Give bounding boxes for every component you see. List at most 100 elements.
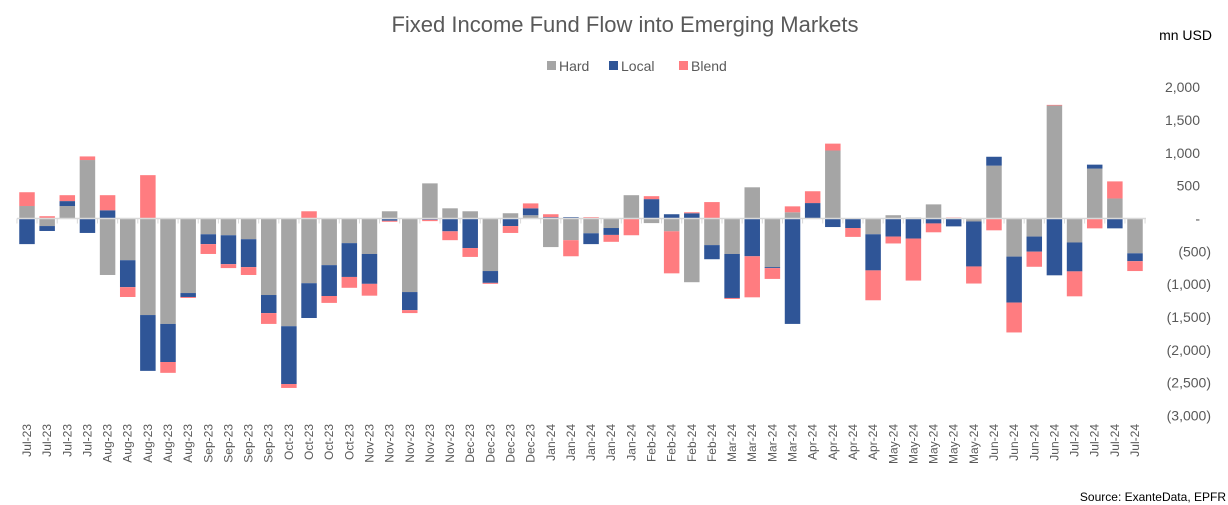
bar-local (260, 295, 277, 314)
y-tick-label: (3,000) (1167, 408, 1211, 424)
bar-local (986, 156, 1002, 166)
bar-blend (563, 240, 579, 257)
x-tick-label: Jun-24 (1007, 424, 1021, 461)
bar-local (160, 323, 176, 363)
bar-blend (1066, 271, 1083, 297)
bar-blend (200, 244, 217, 254)
bar-hard (1127, 218, 1143, 254)
bar-blend (865, 270, 881, 301)
bar-hard (19, 206, 35, 219)
bar-hard (1086, 168, 1103, 219)
bar-local (200, 234, 217, 245)
bar-blend (1107, 181, 1123, 199)
bar-local (462, 218, 478, 249)
bar-blend (19, 192, 35, 207)
x-tick-label: Nov-23 (443, 424, 457, 463)
bar-blend (341, 276, 358, 288)
x-tick-label: Apr-24 (846, 424, 860, 460)
x-tick-label: Nov-23 (362, 424, 376, 463)
bar-hard (422, 183, 438, 219)
bar-local (966, 221, 982, 267)
x-tick-label: Nov-23 (423, 424, 437, 463)
x-tick-label: Sep-23 (242, 424, 256, 463)
bar-blend (422, 219, 438, 222)
bar-blend (462, 248, 478, 257)
bar-local (804, 203, 821, 219)
x-tick-label: Feb-24 (705, 424, 719, 462)
bar-blend (845, 228, 861, 237)
bar-hard (623, 195, 640, 219)
bar-local (522, 208, 539, 216)
bar-local (643, 199, 660, 219)
x-tick-label: May-24 (927, 424, 941, 464)
y-tick-label: - (1195, 211, 1200, 227)
x-tick-label: Oct-23 (342, 424, 356, 460)
bar-blend (502, 226, 519, 233)
bar-local (1127, 253, 1143, 262)
bars (19, 104, 1143, 388)
bar-hard (1066, 218, 1083, 243)
chart-title: Fixed Income Fund Flow into Emerging Mar… (391, 12, 858, 37)
bar-local (865, 234, 881, 271)
bar-blend (301, 211, 317, 219)
x-tick-label: Jul-24 (1128, 424, 1142, 457)
bar-blend (381, 220, 398, 222)
x-tick-label: Jul-23 (60, 424, 74, 457)
x-tick-label: Jan-24 (564, 424, 578, 461)
bar-blend (925, 223, 942, 233)
bar-hard (1046, 105, 1063, 219)
x-tick-label: Aug-23 (141, 424, 155, 463)
bar-hard (180, 218, 196, 294)
bar-local (1006, 256, 1022, 303)
bar-local (59, 201, 76, 207)
x-tick-label: Aug-23 (101, 424, 115, 463)
bar-local (784, 218, 801, 324)
bar-local (301, 283, 317, 319)
x-tick-label: Jul-23 (40, 424, 54, 457)
bar-hard (885, 215, 902, 219)
bar-blend (361, 283, 378, 296)
bar-local (381, 218, 398, 221)
bar-blend (905, 238, 922, 281)
bar-hard (260, 218, 277, 296)
bar-blend (643, 196, 660, 200)
legend-swatch-local (609, 61, 618, 70)
x-tick-label: Jul-23 (80, 424, 94, 457)
bar-local (442, 218, 458, 232)
bar-local (764, 267, 781, 269)
bar-blend (260, 313, 277, 324)
x-tick-label: Sep-23 (221, 424, 235, 463)
bar-blend (543, 214, 559, 218)
bar-hard (563, 218, 579, 241)
bar-blend (321, 296, 337, 303)
x-tick-label: Dec-23 (483, 424, 497, 463)
bar-blend (1026, 251, 1043, 267)
legend-label-local: Local (621, 58, 654, 74)
y-tick-label: 1,500 (1165, 112, 1200, 128)
bar-local (885, 218, 902, 237)
bar-blend (885, 236, 902, 244)
legend: Hard Local Blend (547, 58, 727, 74)
bar-local (1026, 236, 1043, 252)
bar-hard (543, 218, 559, 248)
x-tick-label: Mar-24 (765, 424, 779, 462)
bar-blend (603, 234, 619, 242)
bar-blend (986, 218, 1002, 231)
bar-hard (119, 218, 136, 261)
bar-hard (784, 212, 801, 219)
bar-hard (200, 218, 217, 235)
bar-local (603, 228, 619, 235)
bar-hard (1006, 218, 1022, 257)
bar-blend (1006, 302, 1022, 333)
y-tick-label: 1,000 (1165, 145, 1200, 161)
source-note: Source: ExanteData, EPFR (1080, 490, 1226, 504)
bar-hard (583, 218, 599, 234)
bar-local (220, 235, 237, 265)
bar-blend (825, 143, 841, 151)
bar-local (99, 210, 116, 219)
y-tick-label: (1,000) (1167, 276, 1211, 292)
bar-local (119, 260, 136, 288)
bar-hard (1026, 218, 1043, 237)
y-tick-label: (500) (1178, 243, 1211, 259)
